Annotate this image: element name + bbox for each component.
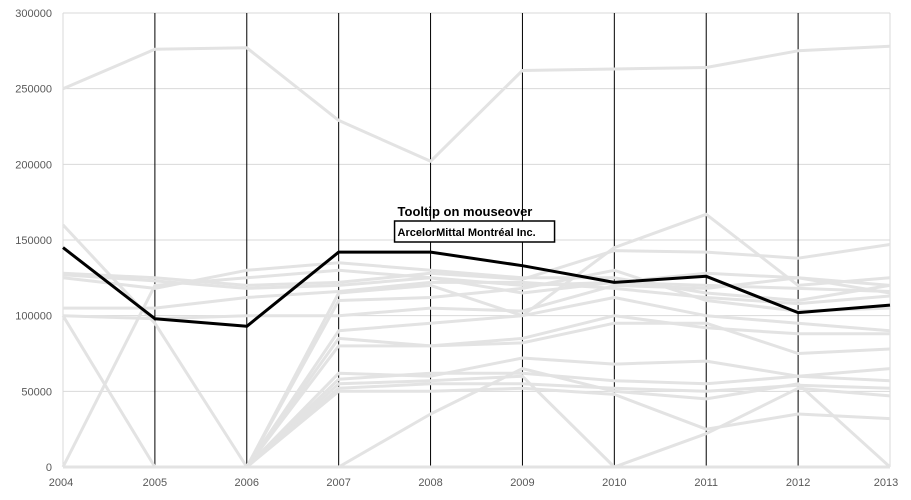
series-line-1[interactable]	[61, 212, 891, 469]
series-line-0[interactable]	[62, 44, 891, 163]
highlighted-series-group[interactable]	[62, 246, 891, 328]
x-tick-label: 2011	[694, 477, 718, 489]
horizontal-gridlines	[63, 12, 890, 468]
tooltip-title: Tooltip on mouseover	[398, 204, 533, 219]
x-tick-label: 2004	[49, 477, 73, 489]
series-line-8[interactable]	[61, 268, 891, 468]
y-tick-label: 50000	[21, 386, 52, 398]
y-tick-label: 0	[46, 462, 52, 474]
highlighted-series-line[interactable]	[62, 246, 891, 328]
y-axis-tick-labels: 0 50000 100000 150000 200000 250000 300000	[15, 8, 52, 474]
series-line-18[interactable]	[63, 386, 891, 469]
series-line-9[interactable]	[63, 296, 891, 469]
series-line-6[interactable]	[62, 276, 891, 321]
y-tick-label: 250000	[15, 84, 52, 96]
x-tick-label: 2005	[143, 477, 167, 489]
x-tick-label: 2006	[235, 477, 259, 489]
x-tick-label: 2009	[510, 477, 534, 489]
background-series-group	[61, 44, 892, 469]
tooltip-label: ArcelorMittal Montréal Inc.	[398, 227, 536, 239]
x-tick-label: 2012	[786, 477, 810, 489]
x-tick-label: 2013	[874, 477, 898, 489]
x-tick-label: 2008	[418, 477, 442, 489]
series-line-16[interactable]	[63, 386, 891, 469]
series-line-4[interactable]	[62, 261, 891, 302]
series-line-5[interactable]	[63, 280, 891, 310]
series-line-11[interactable]	[63, 321, 891, 469]
y-tick-label: 200000	[15, 159, 52, 171]
y-tick-label: 300000	[15, 8, 52, 20]
y-tick-label: 100000	[15, 311, 52, 323]
x-axis-tick-labels: 2004 2005 2006 2007 2008 2009 2010 2011 2012 2013	[49, 477, 898, 489]
tooltip: Tooltip on mouseover ArcelorMittal Montr…	[393, 204, 556, 243]
tooltip-box	[393, 220, 556, 243]
x-tick-label: 2010	[602, 477, 626, 489]
x-tick-label: 2007	[326, 477, 350, 489]
series-line-14[interactable]	[63, 382, 891, 469]
y-tick-label: 150000	[15, 235, 52, 247]
series-line-2[interactable]	[62, 243, 891, 287]
